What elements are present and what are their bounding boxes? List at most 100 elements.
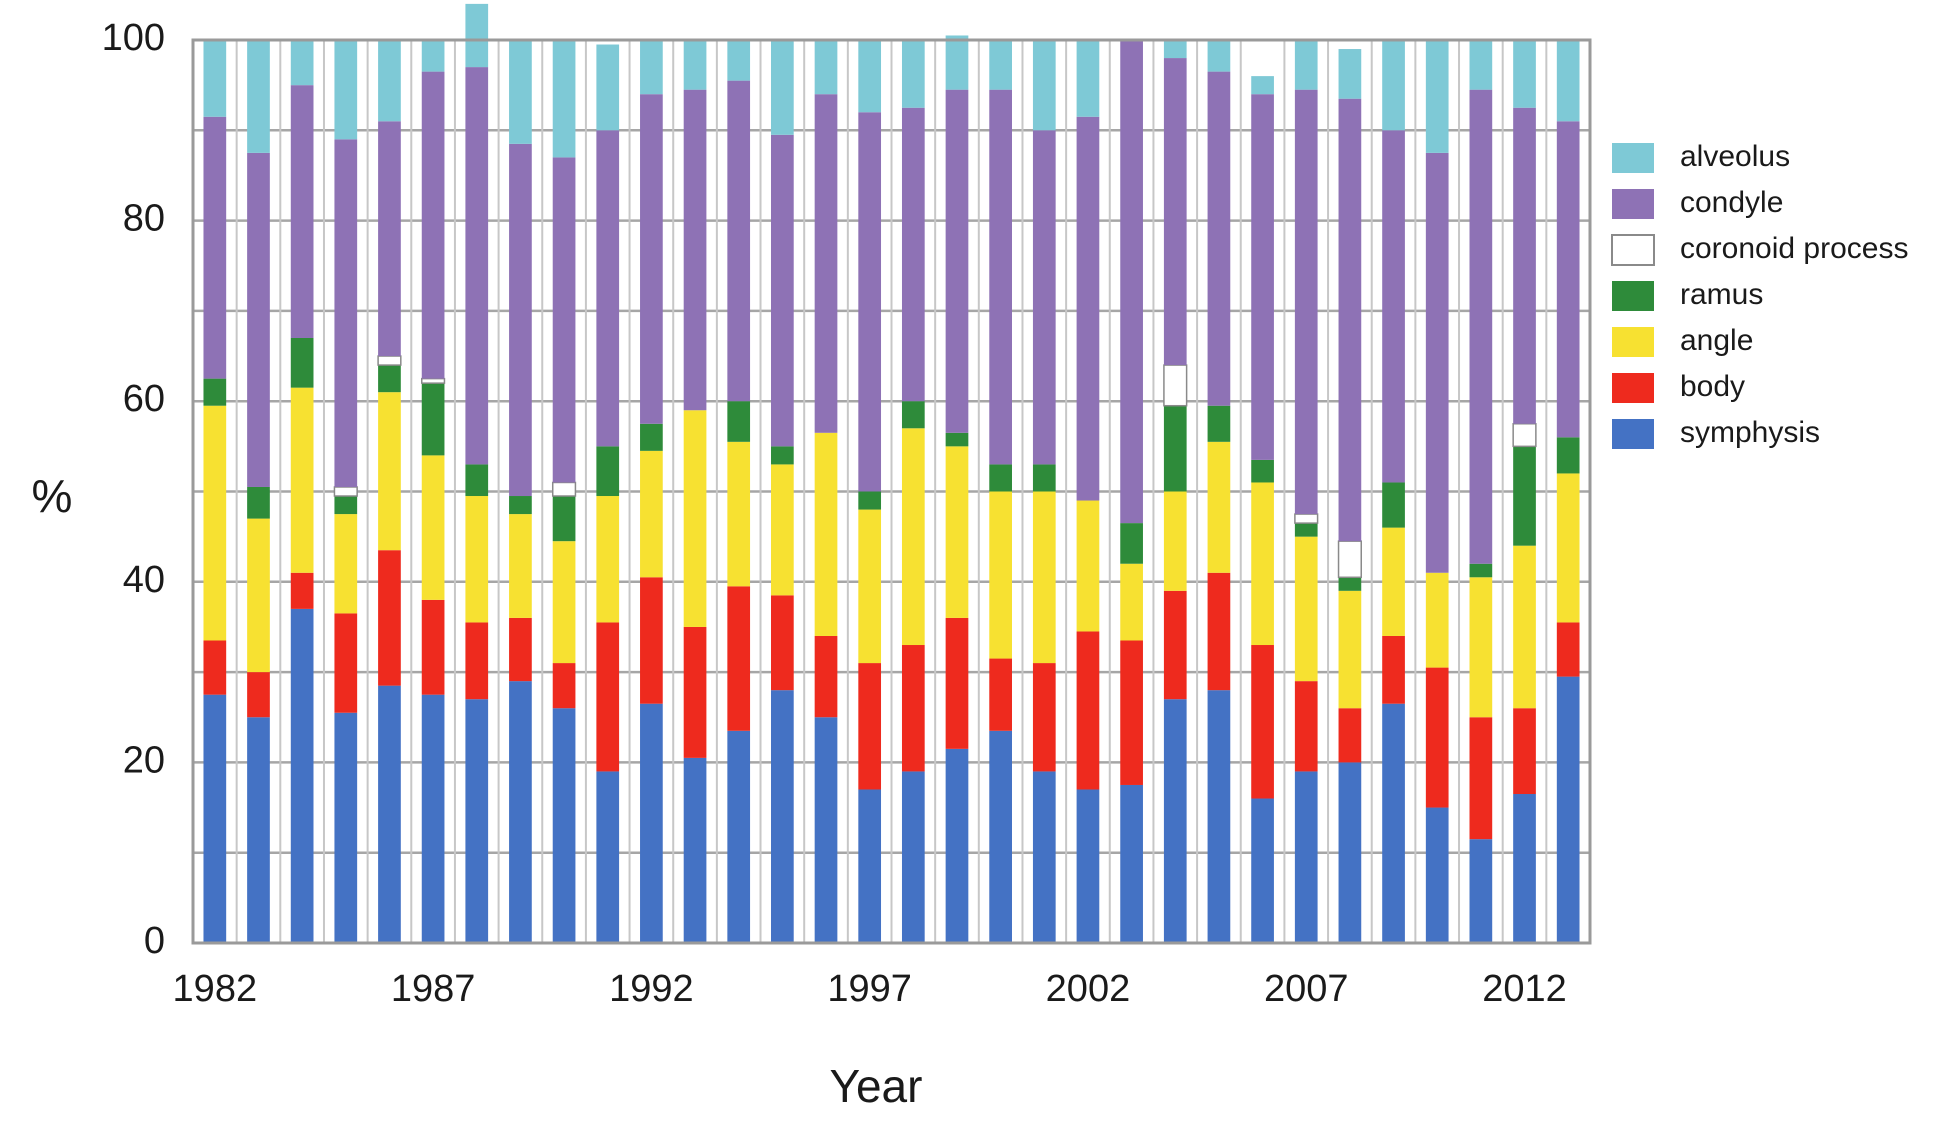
bar-segment-alveolus-2000 — [989, 40, 1012, 90]
bar-segment-angle-2001 — [1032, 491, 1056, 664]
bar-segment-condyle-2002 — [1076, 116, 1100, 501]
bar-segment-ramus-1989 — [509, 496, 532, 515]
legend-swatch — [1611, 234, 1655, 266]
bar-segment-angle-1983 — [247, 518, 270, 673]
legend-swatch — [1612, 281, 1654, 311]
bar-segment-symphysis-1996 — [814, 717, 838, 943]
bar-segment-body-1994 — [727, 586, 751, 731]
bar-segment-ramus-1995 — [771, 446, 794, 465]
bar-segment-ramus-2012 — [1513, 446, 1536, 546]
legend-swatch — [1612, 419, 1654, 449]
legend-swatch — [1612, 373, 1654, 403]
bar-segment-condyle-1993 — [683, 89, 707, 411]
bar-segment-angle-2004 — [1163, 491, 1187, 591]
bar-segment-alveolus-2008 — [1338, 49, 1362, 99]
y-tick-label: 100 — [102, 17, 165, 59]
bar-segment-body-2000 — [989, 658, 1012, 731]
bar-segment-symphysis-1988 — [465, 699, 489, 943]
bar-segment-symphysis-1999 — [945, 748, 969, 943]
legend-label: ramus — [1680, 278, 1763, 311]
bar-segment-coronoid-process-2007 — [1294, 513, 1319, 524]
bar-segment-alveolus-2007 — [1294, 40, 1318, 90]
x-tick-label: 1992 — [609, 968, 694, 1010]
bar-segment-body-1989 — [509, 617, 532, 682]
bar-stack-1997 — [858, 40, 882, 943]
bar-segment-angle-2007 — [1294, 536, 1318, 682]
bar-segment-ramus-1987 — [421, 383, 445, 456]
bar-segment-coronoid-process-2004 — [1163, 364, 1188, 407]
x-tick-label: 1987 — [391, 968, 476, 1010]
bar-segment-body-1988 — [465, 622, 489, 700]
x-tick-label: 2002 — [1046, 968, 1131, 1010]
bar-segment-alveolus-2009 — [1382, 40, 1405, 131]
y-tick-label: 40 — [123, 559, 165, 601]
y-tick-label: 0 — [144, 920, 165, 962]
bar-segment-ramus-1990 — [552, 496, 576, 542]
bar-stack-1982 — [203, 40, 227, 943]
legend-label: condyle — [1680, 186, 1783, 219]
bar-stack-1986 — [377, 40, 402, 943]
bar-segment-ramus-2005 — [1207, 405, 1231, 442]
bar-segment-alveolus-1986 — [378, 40, 401, 122]
legend-swatch — [1612, 327, 1654, 357]
bar-segment-alveolus-2001 — [1032, 40, 1056, 131]
legend-item-symphysis: symphysis — [1612, 416, 1820, 449]
bar-segment-condyle-1995 — [771, 134, 794, 447]
x-tick-label: 2007 — [1264, 968, 1349, 1010]
legend-item-ramus: ramus — [1612, 278, 1763, 311]
bar-segment-ramus-2003 — [1120, 523, 1143, 564]
bar-segment-symphysis-2005 — [1207, 690, 1231, 943]
bar-segment-symphysis-2001 — [1032, 771, 1056, 943]
bar-segment-angle-2003 — [1120, 563, 1143, 641]
bar-segment-alveolus-1992 — [640, 40, 663, 95]
bar-segment-body-2009 — [1382, 635, 1405, 704]
bar-stack-1999 — [945, 35, 969, 943]
bar-segment-symphysis-1992 — [640, 703, 663, 943]
bar-segment-angle-1994 — [727, 441, 751, 587]
bar-segment-ramus-2013 — [1556, 437, 1580, 474]
bar-segment-symphysis-1995 — [771, 690, 794, 943]
bar-segment-angle-1988 — [465, 496, 489, 623]
bar-stack-1993 — [683, 40, 707, 943]
bar-segment-body-2011 — [1469, 717, 1493, 840]
bar-segment-symphysis-2012 — [1513, 794, 1536, 943]
bar-segment-symphysis-1985 — [334, 712, 358, 943]
bar-stack-1988 — [465, 3, 489, 943]
bar-segment-symphysis-1987 — [421, 694, 445, 943]
bar-segment-body-1987 — [421, 599, 445, 695]
bar-segment-condyle-1988 — [465, 67, 489, 465]
bar-segment-body-1982 — [203, 640, 227, 695]
bar-segment-symphysis-1983 — [247, 717, 270, 943]
legend-item-body: body — [1612, 370, 1745, 403]
bar-segment-alveolus-1990 — [552, 40, 576, 158]
bar-segment-body-2004 — [1163, 590, 1187, 700]
bar-segment-symphysis-2004 — [1163, 699, 1187, 943]
bar-segment-coronoid-process-2012 — [1512, 423, 1537, 448]
bar-segment-body-1985 — [334, 613, 358, 713]
legend-item-alveolus: alveolus — [1612, 140, 1790, 173]
bar-segment-coronoid-process-1987 — [421, 377, 446, 384]
legend-item-angle: angle — [1612, 324, 1753, 357]
bar-stack-2000 — [989, 40, 1012, 943]
bar-segment-alveolus-2005 — [1207, 40, 1231, 72]
bar-stack-2011 — [1469, 40, 1493, 943]
bar-segment-body-1998 — [901, 645, 925, 772]
bar-segment-condyle-2001 — [1032, 130, 1056, 465]
bar-segment-condyle-1983 — [247, 152, 270, 487]
bar-segment-angle-2008 — [1338, 590, 1362, 709]
bar-segment-symphysis-1990 — [552, 708, 576, 943]
bar-stack-2010 — [1425, 40, 1449, 943]
bar-stack-2012 — [1512, 40, 1537, 943]
legend-label: angle — [1680, 324, 1753, 357]
bar-stack-2009 — [1382, 40, 1405, 943]
legend-label: body — [1680, 370, 1745, 403]
bar-segment-coronoid-process-2008 — [1337, 540, 1362, 579]
bar-segment-coronoid-process-1990 — [551, 481, 577, 497]
y-tick-label: 60 — [123, 378, 165, 420]
bar-segment-angle-1989 — [509, 514, 532, 618]
bar-segment-body-2008 — [1338, 708, 1362, 763]
bar-segment-symphysis-2013 — [1556, 676, 1580, 943]
bar-segment-alveolus-1991 — [596, 44, 620, 131]
bar-segment-ramus-1994 — [727, 401, 751, 442]
